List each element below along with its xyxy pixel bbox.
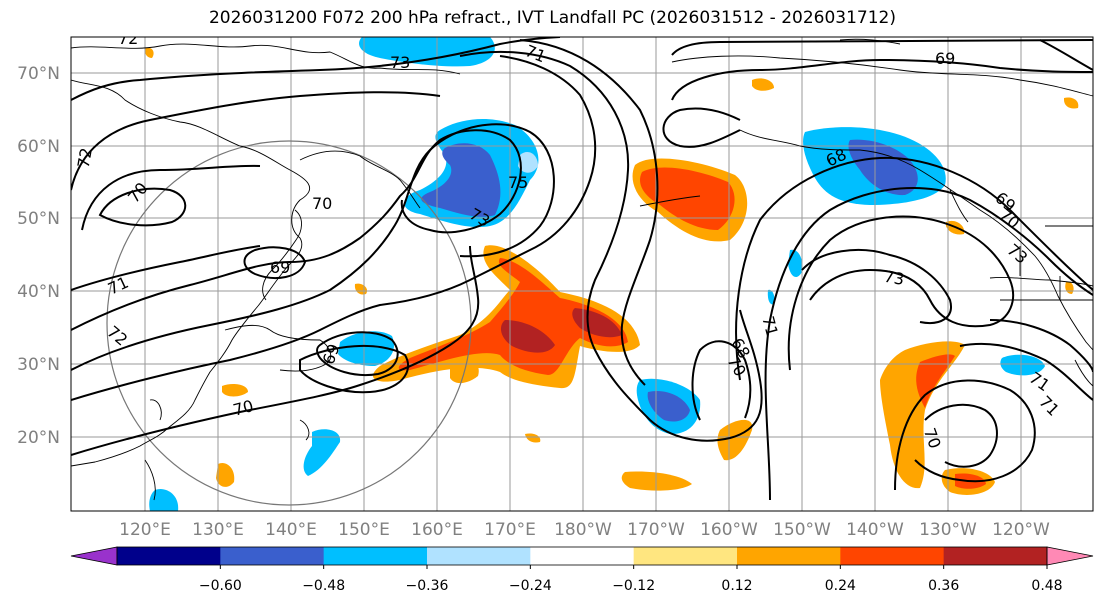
lon-label: 150°E bbox=[338, 520, 390, 540]
contour-label: 69 bbox=[935, 49, 955, 68]
refractivity-contours bbox=[71, 37, 1093, 501]
colorbar-tick-label: 0.24 bbox=[825, 578, 856, 594]
lon-label: 140°W bbox=[846, 520, 904, 540]
colorbar-cell bbox=[220, 547, 325, 565]
colorbar: −0.60 −0.48 −0.36 −0.24 −0.12 0.12 0.24 0.36 0.4… bbox=[70, 546, 1094, 594]
map-panel: 72 73 71 69 72 70 70 73 75 69 71 72 69 7… bbox=[71, 29, 1093, 511]
negative-anomaly-region bbox=[338, 331, 395, 366]
positive-anomaly-region bbox=[216, 462, 235, 487]
colorbar-tick-label: 0.36 bbox=[928, 578, 959, 594]
lat-label: 50°N bbox=[17, 209, 60, 229]
positive-anomaly-max bbox=[572, 308, 622, 338]
contour-label: 70 bbox=[312, 194, 332, 213]
colorbar-cell bbox=[530, 547, 635, 565]
lon-label: 170°W bbox=[627, 520, 685, 540]
negative-anomaly-region bbox=[518, 152, 538, 173]
colorbar-tick-label: −0.24 bbox=[509, 578, 552, 594]
colorbar-tick-label: −0.36 bbox=[406, 578, 449, 594]
lon-label: 160°W bbox=[700, 520, 758, 540]
lon-label: 180°W bbox=[554, 520, 612, 540]
lon-label: 160°E bbox=[411, 520, 463, 540]
map-title: 2026031200 F072 200 hPa refract., IVT La… bbox=[208, 8, 896, 28]
contour-label: 73 bbox=[882, 267, 905, 289]
colorbar-extend-min bbox=[70, 546, 118, 566]
lon-label: 150°W bbox=[773, 520, 831, 540]
negative-anomaly-region bbox=[359, 37, 495, 67]
positive-anomaly-region bbox=[1064, 97, 1079, 109]
landfall-region-circle bbox=[106, 140, 472, 506]
negative-anomaly-core bbox=[421, 143, 501, 217]
positive-anomaly-region bbox=[222, 384, 248, 397]
colorbar-cell bbox=[943, 547, 1048, 565]
positive-anomaly-region bbox=[717, 419, 753, 461]
positive-anomaly-region bbox=[525, 433, 541, 443]
contour-label: 71 bbox=[758, 314, 782, 339]
negative-anomaly-region bbox=[1000, 354, 1045, 376]
lon-label: 130°E bbox=[192, 520, 244, 540]
positive-anomaly-region bbox=[621, 471, 692, 491]
positive-anomaly-core bbox=[640, 167, 735, 230]
lat-label: 30°N bbox=[17, 355, 60, 375]
negative-anomaly-region bbox=[303, 429, 341, 476]
colorbar-cell bbox=[117, 547, 221, 565]
colorbar-cell bbox=[323, 547, 428, 565]
colorbar-cell bbox=[633, 547, 738, 565]
positive-anomaly-region bbox=[752, 78, 774, 91]
colorbar-cell bbox=[737, 547, 841, 565]
negative-anomaly-core bbox=[647, 390, 690, 422]
contour-label: 73 bbox=[390, 53, 410, 72]
contour-label: 69 bbox=[270, 258, 290, 277]
longitude-labels: 120°E 130°E 140°E 150°E 160°E 170°E 180°… bbox=[119, 520, 1050, 540]
positive-anomaly-region bbox=[880, 341, 965, 489]
contour-label: 75 bbox=[508, 173, 528, 192]
negative-anomaly-region bbox=[149, 488, 179, 511]
colorbar-tick-label: −0.12 bbox=[612, 578, 655, 594]
map-frame bbox=[70, 36, 1094, 512]
lat-label: 70°N bbox=[17, 64, 60, 84]
lat-label: 40°N bbox=[17, 282, 60, 302]
lon-label: 120°E bbox=[119, 520, 171, 540]
colorbar-tick-label: −0.48 bbox=[302, 578, 345, 594]
colorbar-cell bbox=[840, 547, 945, 565]
colorbar-tick-label: 0.12 bbox=[721, 578, 752, 594]
ivt-anomaly-fill bbox=[144, 37, 1079, 511]
colorbar-extend-max bbox=[1046, 546, 1094, 566]
colorbar-cell bbox=[427, 547, 531, 565]
lat-label: 20°N bbox=[17, 428, 60, 448]
contour-label: 70 bbox=[231, 396, 256, 420]
colorbar-tick-label: 0.48 bbox=[1031, 578, 1062, 594]
lon-label: 170°E bbox=[484, 520, 536, 540]
latitude-labels: 70°N 60°N 50°N 40°N 30°N 20°N bbox=[17, 64, 60, 448]
negative-anomaly-core bbox=[848, 139, 918, 196]
contour-label: 72 bbox=[74, 146, 96, 169]
positive-anomaly-core bbox=[398, 258, 628, 375]
lon-label: 140°E bbox=[265, 520, 317, 540]
lon-label: 130°W bbox=[919, 520, 977, 540]
positive-anomaly-max bbox=[500, 320, 555, 353]
contour-label: 72 bbox=[118, 29, 138, 48]
positive-anomaly-region bbox=[144, 47, 154, 58]
colorbar-tick-label: −0.60 bbox=[199, 578, 242, 594]
lon-label: 120°W bbox=[992, 520, 1050, 540]
lat-label: 60°N bbox=[17, 137, 60, 157]
negative-anomaly-region bbox=[767, 289, 775, 305]
coastlines bbox=[71, 38, 1093, 501]
